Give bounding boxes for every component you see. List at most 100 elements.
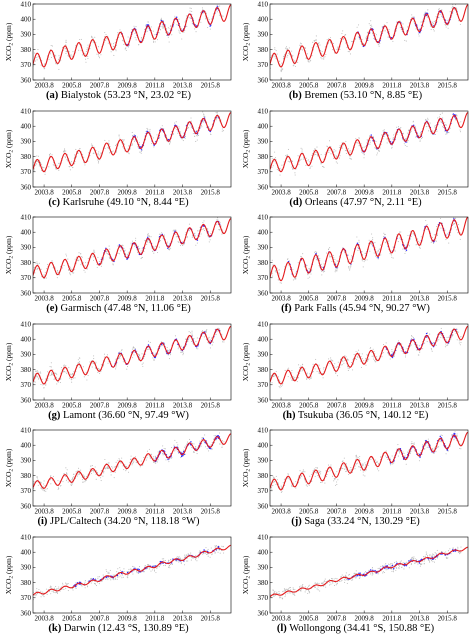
scatter-point [388, 240, 390, 242]
scatter-point [144, 28, 146, 31]
scatter-point [117, 252, 119, 254]
panel-letter: (f) [281, 303, 292, 314]
scatter-point [376, 355, 378, 357]
scatter-point [87, 57, 89, 60]
scatter-point [133, 140, 136, 142]
scatter-point [316, 251, 318, 253]
scatter-point [45, 488, 47, 490]
scatter-point [58, 57, 61, 59]
y-axis-label: XCO2 (ppm) [4, 235, 15, 274]
scatter-point [167, 248, 170, 251]
scatter-point [182, 139, 184, 141]
observation-point [167, 247, 169, 250]
scatter-point [40, 169, 43, 171]
scatter-point [120, 250, 122, 252]
scatter-point [319, 257, 321, 260]
scatter-point [157, 352, 159, 355]
scatter-point [178, 125, 180, 127]
scatter-point [302, 363, 304, 365]
observation-point [209, 447, 212, 450]
scatter-point [72, 477, 74, 479]
scatter-point [153, 461, 155, 464]
scatter-point [389, 357, 391, 360]
scatter-point [84, 52, 86, 54]
scatter-point [200, 233, 202, 235]
scatter-point [317, 154, 319, 157]
scatter-point [217, 219, 219, 221]
scatter-point [294, 277, 296, 280]
scatter-point [311, 375, 313, 378]
scatter-point [191, 21, 193, 23]
scatter-point [36, 263, 39, 265]
scatter-point [35, 57, 37, 59]
scatter-point [339, 48, 341, 51]
y-axis-label: XCO2 (ppm) [4, 129, 15, 168]
scatter-point [159, 29, 162, 31]
scatter-point [162, 445, 164, 447]
scatter-point [188, 330, 190, 332]
scatter-point [316, 46, 318, 48]
scatter-point [328, 151, 330, 153]
scatter-point [393, 133, 395, 135]
scatter-point [59, 274, 61, 276]
scatter-point [287, 375, 289, 377]
scatter-point [450, 16, 453, 18]
scatter-point [139, 466, 141, 468]
scatter-point [302, 253, 304, 255]
scatter-point [420, 21, 422, 23]
scatter-point [146, 450, 149, 452]
scatter-point [347, 261, 349, 263]
scatter-point [33, 161, 35, 163]
scatter-point [113, 477, 115, 479]
scatter-point [450, 338, 452, 340]
scatter-point [196, 139, 198, 141]
scatter-point [154, 353, 156, 355]
scatter-point [347, 367, 349, 369]
plot-frame [269, 216, 469, 294]
scatter-point [375, 140, 377, 142]
scatter-point [414, 125, 416, 127]
observation-point [153, 144, 155, 146]
scatter-point [345, 152, 347, 154]
scatter-point [75, 471, 77, 473]
scatter-point [40, 383, 42, 385]
scatter-point [431, 21, 433, 23]
scatter-point [130, 455, 132, 457]
scatter-point [44, 271, 46, 273]
scatter-point [319, 367, 321, 369]
scatter-point [299, 366, 301, 368]
scatter-point [433, 30, 435, 32]
scatter-point [439, 217, 442, 220]
scatter-point [105, 39, 107, 41]
scatter-point [371, 243, 373, 245]
scatter-point [202, 9, 204, 11]
scatter-point [83, 269, 85, 271]
scatter-point [377, 249, 379, 252]
scatter-point [87, 374, 89, 376]
scatter-point [205, 18, 207, 20]
scatter-point [83, 375, 85, 377]
scatter-point [312, 41, 314, 43]
scatter-point [452, 4, 454, 6]
scatter-point [43, 166, 45, 168]
scatter-point [181, 244, 184, 247]
scatter-point [34, 381, 36, 383]
scatter-point [173, 22, 176, 24]
scatter-point [73, 370, 75, 372]
scatter-point [323, 58, 325, 60]
scatter-point [92, 254, 94, 256]
scatter-point [368, 239, 370, 241]
observation-point [147, 24, 149, 26]
scatter-point [67, 481, 69, 483]
scatter-point [118, 458, 120, 460]
scatter-point [319, 44, 321, 46]
scatter-point [436, 339, 439, 342]
scatter-point [293, 377, 295, 379]
scatter-point [205, 12, 207, 14]
scatter-point [369, 143, 371, 145]
scatter-point [215, 118, 217, 120]
plot-frame [269, 323, 469, 400]
scatter-point [162, 454, 164, 456]
scatter-point [55, 168, 57, 170]
